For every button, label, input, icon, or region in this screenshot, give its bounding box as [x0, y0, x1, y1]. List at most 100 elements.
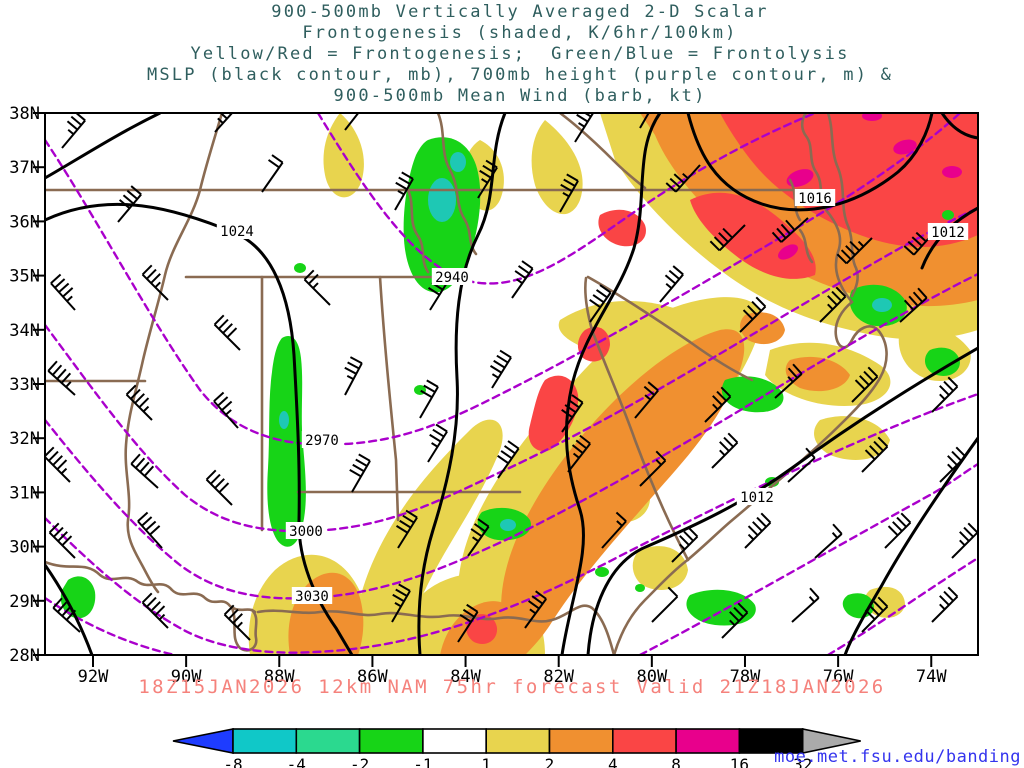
barb-tick — [683, 530, 694, 542]
barb-half-tick — [154, 281, 161, 288]
frontolysis-shading-teal-shape — [428, 178, 456, 222]
barb-shaft — [711, 441, 739, 469]
frontogenesis-shading-orange-shape — [785, 356, 850, 392]
barb-tick — [963, 526, 974, 538]
barb-tick — [955, 446, 967, 458]
barb-tick — [747, 305, 758, 316]
barb-tick — [146, 268, 157, 280]
barb-tick — [60, 372, 72, 384]
frontogenesis-shading-magenta-shape — [942, 166, 962, 178]
barb-tick — [355, 458, 368, 467]
wind-barb — [704, 386, 732, 423]
barb-tick — [141, 592, 153, 604]
height-contours-700mb-shape — [638, 462, 978, 655]
barb-tick — [141, 264, 153, 276]
wind-barb — [639, 450, 667, 487]
barb-tick — [221, 400, 233, 411]
frontolysis-shading-green-shape — [942, 210, 954, 220]
barb-tick — [229, 97, 239, 106]
barb-tick — [595, 289, 608, 299]
barb-tick — [395, 588, 408, 597]
barb-tick — [349, 469, 362, 478]
barb-half-tick — [66, 295, 73, 302]
barb-tick — [563, 178, 576, 187]
barb-tick — [214, 478, 225, 489]
colorbar-label: 8 — [671, 755, 681, 768]
lat-tick-label: 28N — [9, 646, 40, 666]
mslp-contours-shape — [45, 202, 354, 655]
colorbar-label: -1 — [413, 755, 432, 768]
barb-tick — [459, 613, 472, 623]
barb-half-tick — [142, 405, 150, 413]
barb-half-tick — [712, 403, 719, 410]
barb-tick — [303, 269, 315, 281]
lat-tick-label: 37N — [9, 158, 40, 178]
wind-barb — [601, 511, 627, 549]
barb-tick — [145, 520, 157, 531]
barb-tick — [344, 366, 357, 375]
barb-tick — [592, 294, 605, 304]
barb-half-tick — [312, 282, 319, 289]
barb-tick — [967, 522, 978, 534]
barb-tick — [742, 309, 754, 320]
barb-half-tick — [65, 381, 72, 388]
geography-borders-shape — [378, 275, 400, 522]
barb-shaft — [819, 295, 847, 323]
title-line-1: 900-500mb Vertically Averaged 2-D Scalar — [271, 2, 769, 22]
wind-barb — [639, 90, 658, 129]
wind-barb — [651, 586, 679, 623]
contour-label-box — [794, 189, 836, 206]
barb-tick — [947, 455, 958, 466]
barb-tick — [647, 90, 658, 97]
lon-tick-label: 86W — [357, 667, 388, 687]
height-contours-700mb-shape — [826, 556, 978, 655]
barb-tick — [507, 440, 520, 450]
wind-barb — [774, 363, 803, 399]
wind-barb — [709, 224, 746, 252]
contour-label: 3030 — [295, 589, 329, 605]
barb-tick — [420, 389, 433, 399]
barb-tick — [911, 236, 923, 247]
banding-url[interactable]: moe.met.fsu.edu/banding — [774, 747, 1021, 767]
barb-tick — [947, 586, 959, 598]
lon-tick-label: 80W — [636, 667, 667, 687]
barb-tick — [499, 349, 512, 359]
wind-barb — [511, 260, 534, 299]
barb-tick — [709, 240, 721, 252]
wind-barb — [214, 97, 239, 133]
lat-tick-label: 38N — [9, 104, 40, 124]
barb-tick — [571, 444, 584, 454]
colorbar-label: 2 — [545, 755, 555, 768]
barb-tick — [45, 446, 55, 458]
wind-barb — [851, 366, 879, 403]
barb-shaft — [939, 455, 967, 483]
barb-tick — [503, 445, 516, 455]
wind-barb — [861, 436, 889, 473]
barb-tick — [737, 602, 749, 614]
wind-barb — [141, 592, 169, 629]
barb-tick — [130, 185, 142, 196]
colorbar-segment — [422, 728, 487, 754]
barb-tick — [222, 323, 233, 334]
barb-tick — [402, 514, 415, 524]
wind-barb — [771, 217, 809, 243]
geography-borders-shape — [798, 228, 814, 264]
barb-half-tick — [808, 596, 816, 603]
barb-half-tick — [939, 603, 946, 610]
frontolysis-shading-green-shape — [924, 347, 960, 376]
barb-tick — [900, 512, 912, 524]
contour-label: 2970 — [305, 433, 339, 449]
barb-half-tick — [60, 467, 68, 475]
geography-borders — [45, 113, 888, 655]
colorbar-segment — [295, 728, 361, 754]
barb-tick — [892, 521, 903, 532]
barb-tick — [146, 596, 157, 608]
barb-tick — [48, 450, 59, 462]
barb-tick — [887, 525, 899, 536]
barb-tick — [845, 245, 856, 256]
wind-barb — [50, 273, 76, 311]
barb-tick — [655, 450, 667, 462]
wind-barb — [117, 185, 142, 223]
